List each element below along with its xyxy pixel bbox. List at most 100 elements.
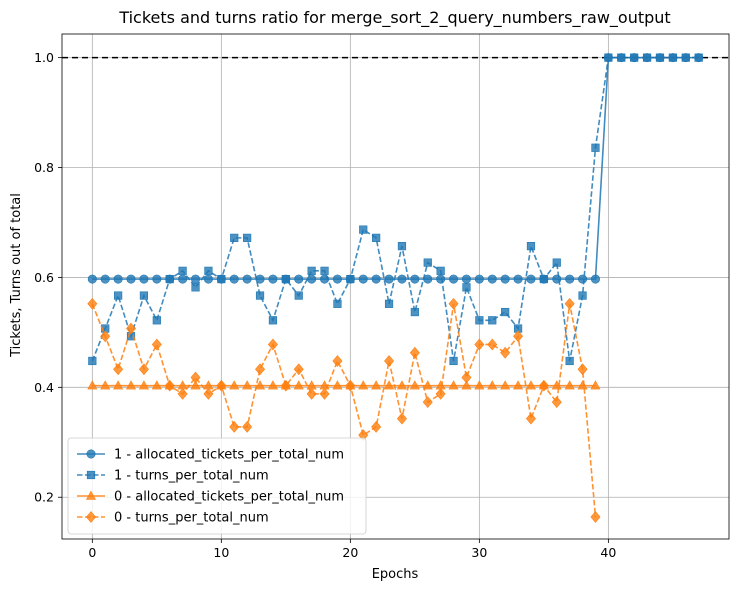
y-tick-label: 0.6 (34, 270, 54, 285)
data-point (396, 412, 407, 425)
data-point (384, 380, 395, 390)
data-point (346, 274, 355, 284)
data-point (191, 283, 200, 292)
data-point (190, 371, 201, 384)
data-point (229, 380, 240, 390)
data-point (501, 307, 510, 317)
data-point (307, 266, 316, 275)
legend-marker (86, 511, 96, 523)
data-point (591, 143, 600, 152)
y-tick-label: 1.0 (34, 50, 54, 65)
data-point (152, 274, 162, 284)
data-point (87, 297, 98, 310)
data-point (474, 380, 485, 390)
data-point (139, 291, 149, 300)
data-point (164, 379, 175, 392)
legend-marker (85, 490, 97, 500)
data-point (397, 242, 407, 251)
data-point (409, 380, 420, 390)
data-point (474, 338, 485, 351)
data-point (100, 330, 111, 343)
data-point (655, 53, 665, 62)
data-point (513, 274, 523, 284)
legend-marker (86, 470, 96, 480)
data-point (384, 355, 395, 367)
data-point (409, 346, 420, 359)
data-point (577, 380, 588, 390)
legend-entry: 0 - allocated_tickets_per_total_num (77, 490, 344, 505)
data-point (422, 396, 433, 409)
data-point (538, 379, 549, 392)
data-point (178, 274, 188, 284)
data-point (513, 380, 524, 390)
data-point (113, 274, 123, 284)
data-point (668, 53, 677, 62)
data-point (100, 380, 111, 390)
data-point (565, 274, 575, 284)
data-point (487, 380, 498, 390)
data-point (475, 316, 484, 325)
data-point (151, 380, 162, 390)
data-point (242, 274, 252, 284)
data-point (371, 421, 382, 433)
data-point (525, 412, 536, 425)
series-line (91, 303, 597, 518)
data-point (578, 274, 588, 284)
x-tick-label: 40 (600, 545, 616, 560)
data-point (281, 274, 290, 284)
data-point (332, 274, 342, 284)
data-point (345, 379, 356, 392)
x-tick-label: 30 (471, 545, 487, 560)
series-1 (88, 53, 703, 366)
legend: 1 - allocated_tickets_per_total_num 1 - t… (67, 437, 367, 535)
data-point (461, 274, 471, 284)
data-point (449, 356, 458, 366)
data-point (565, 356, 574, 366)
data-point (293, 363, 304, 376)
x-tick-label: 20 (342, 545, 358, 560)
data-point (113, 380, 124, 390)
data-point (204, 266, 213, 275)
data-point (190, 380, 201, 390)
data-point (306, 388, 317, 400)
data-point (694, 53, 703, 62)
x-tick-label: 0 (88, 545, 96, 560)
data-point (138, 363, 149, 376)
data-point (681, 53, 690, 62)
data-point (243, 233, 252, 242)
data-point (100, 274, 110, 284)
data-point (617, 53, 626, 62)
data-point (630, 53, 639, 62)
legend-entry: 1 - turns_per_total_num (77, 469, 269, 484)
data-point (358, 274, 368, 284)
data-point (436, 266, 445, 275)
data-point (332, 355, 343, 367)
data-point (642, 53, 652, 62)
data-point (126, 322, 137, 335)
y-axis-label: Tickets, Turns out of total (9, 193, 24, 358)
data-point (191, 274, 201, 284)
data-point (358, 380, 369, 390)
data-point (564, 380, 575, 390)
data-point (126, 274, 136, 284)
data-point (500, 274, 510, 284)
data-point (397, 274, 407, 284)
data-point (126, 380, 137, 390)
data-point (332, 380, 343, 390)
legend-label: 1 - allocated_tickets_per_total_num (114, 448, 344, 463)
series-layer (87, 53, 704, 523)
legend-entry: 1 - allocated_tickets_per_total_num (77, 448, 344, 463)
x-axis-label: Epochs (372, 567, 419, 582)
data-point (384, 299, 394, 308)
data-point (539, 274, 548, 284)
legend-marker (86, 449, 96, 459)
data-point (590, 380, 601, 390)
data-point (165, 274, 174, 284)
data-point (449, 274, 459, 284)
data-point (268, 274, 278, 284)
data-point (294, 291, 303, 300)
data-point (229, 421, 240, 433)
series-3 (87, 297, 601, 523)
data-point (267, 338, 278, 351)
